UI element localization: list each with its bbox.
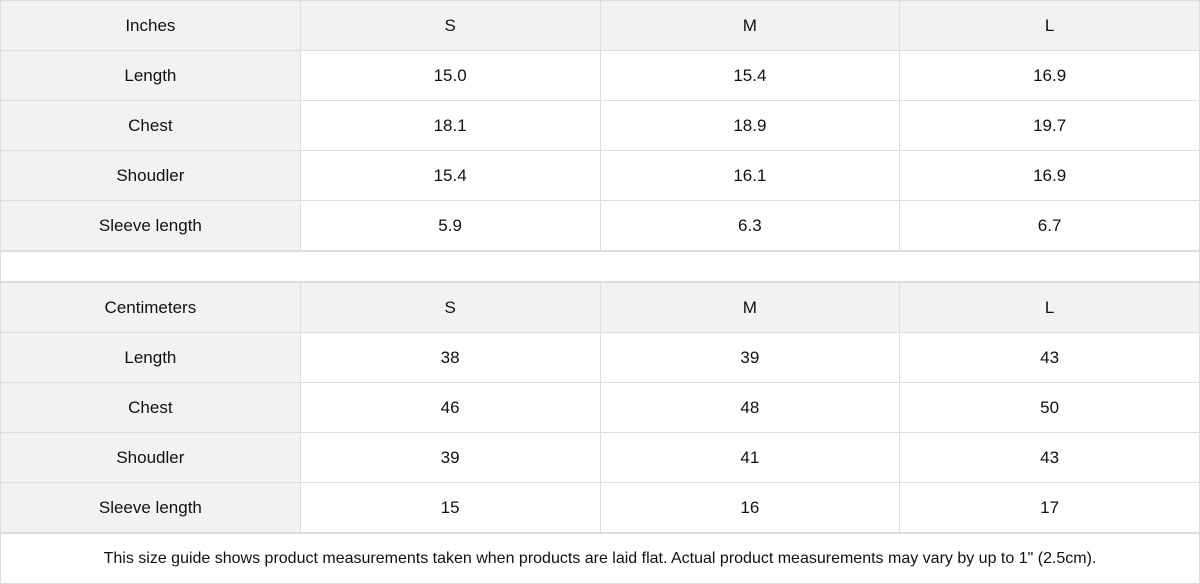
measurement-cell: 16: [599, 482, 901, 533]
measurement-cell: 38: [299, 332, 601, 383]
size-header: M: [599, 282, 901, 333]
table-row: Chest 18.1 18.9 19.7: [0, 100, 1200, 151]
measurement-cell: 50: [899, 382, 1200, 433]
row-label: Chest: [0, 382, 301, 433]
size-guide-note: This size guide shows product measuremen…: [0, 533, 1200, 584]
row-label: Length: [0, 50, 301, 101]
measurement-cell: 17: [899, 482, 1200, 533]
measurement-cell: 46: [299, 382, 601, 433]
measurement-cell: 15.0: [299, 50, 601, 101]
table-row: Sleeve length 15 16 17: [0, 482, 1200, 533]
measurement-cell: 41: [599, 432, 901, 483]
row-label: Sleeve length: [0, 200, 301, 251]
measurement-cell: 16.9: [899, 50, 1200, 101]
table-row: Sleeve length 5.9 6.3 6.7: [0, 200, 1200, 251]
header-row: Centimeters S M L: [0, 282, 1200, 333]
measurement-cell: 6.7: [899, 200, 1200, 251]
row-label: Sleeve length: [0, 482, 301, 533]
measurement-cell: 39: [299, 432, 601, 483]
row-label: Shoudler: [0, 150, 301, 201]
measurement-cell: 6.3: [599, 200, 901, 251]
size-header: M: [599, 0, 901, 51]
measurement-cell: 18.1: [299, 100, 601, 151]
unit-header: Inches: [0, 0, 301, 51]
centimeters-table: Centimeters S M L Length 38 39 43 Chest 46 48 50 Sho…: [0, 282, 1200, 533]
size-header: S: [299, 0, 601, 51]
row-label: Length: [0, 332, 301, 383]
measurement-cell: 5.9: [299, 200, 601, 251]
measurement-cell: 48: [599, 382, 901, 433]
measurement-cell: 15.4: [299, 150, 601, 201]
measurement-cell: 39: [599, 332, 901, 383]
measurement-cell: 15.4: [599, 50, 901, 101]
inches-table: Inches S M L Length 15.0 15.4 16.9 Chest 18.1 18.9…: [0, 0, 1200, 251]
size-header: S: [299, 282, 601, 333]
measurement-cell: 19.7: [899, 100, 1200, 151]
measurement-cell: 16.1: [599, 150, 901, 201]
table-row: Length 15.0 15.4 16.9: [0, 50, 1200, 101]
measurement-cell: 16.9: [899, 150, 1200, 201]
row-label: Chest: [0, 100, 301, 151]
size-header: L: [899, 0, 1200, 51]
unit-header: Centimeters: [0, 282, 301, 333]
header-row: Inches S M L: [0, 0, 1200, 51]
row-label: Shoudler: [0, 432, 301, 483]
measurement-cell: 15: [299, 482, 601, 533]
measurement-cell: 43: [899, 332, 1200, 383]
table-row: Length 38 39 43: [0, 332, 1200, 383]
table-row: Shoudler 15.4 16.1 16.9: [0, 150, 1200, 201]
measurement-cell: 18.9: [599, 100, 901, 151]
table-row: Chest 46 48 50: [0, 382, 1200, 433]
table-row: Shoudler 39 41 43: [0, 432, 1200, 483]
size-header: L: [899, 282, 1200, 333]
spacer: [0, 251, 1200, 282]
measurement-cell: 43: [899, 432, 1200, 483]
